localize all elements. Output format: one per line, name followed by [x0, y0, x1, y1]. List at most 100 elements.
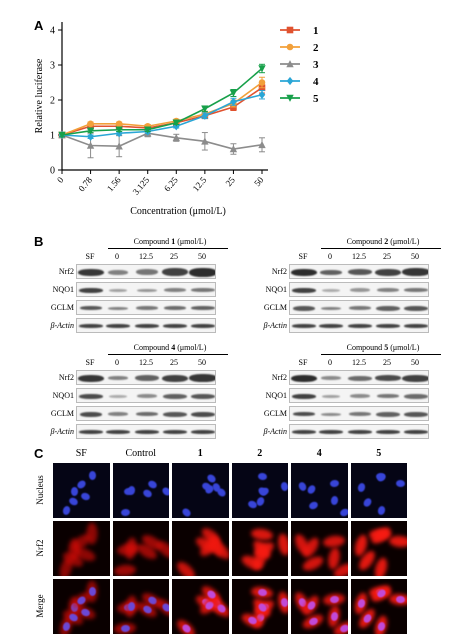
blot-row-label: NQO1 [52, 285, 74, 294]
blot-band [291, 268, 317, 276]
nucleus-signal [180, 506, 192, 518]
blot-strip-nqo1 [76, 388, 216, 403]
blot-band [191, 324, 215, 328]
blot-row-label: GCLM [50, 303, 74, 312]
nucleus-signal [280, 481, 289, 492]
nucleus-signal [356, 482, 366, 494]
microscopy-image [52, 520, 111, 577]
blot-row-label: β-Actin [263, 321, 287, 330]
blot-strip-gclm [289, 300, 429, 315]
blot-band [137, 394, 157, 398]
series-line [61, 81, 263, 136]
blot-band [404, 393, 428, 399]
series-5 [58, 63, 266, 139]
blot-band [136, 269, 158, 275]
blot-band [163, 393, 187, 399]
data-point [258, 140, 266, 149]
x-tick-label: 25 [224, 174, 238, 188]
blot-title-underline [321, 354, 441, 355]
legend-marker [286, 76, 294, 86]
blot-band [404, 324, 428, 328]
lane-label: 0 [115, 358, 119, 367]
nucleus-signal [339, 507, 348, 518]
blot-row-label: GCLM [263, 409, 287, 418]
blot-band [404, 411, 428, 417]
data-point [258, 65, 266, 73]
data-point [201, 111, 209, 120]
x-tick-label: 0 [55, 174, 66, 184]
blot-title: Compound 2 (μmol/L) [323, 237, 443, 246]
legend-item-4: 4 [280, 76, 319, 88]
blot-band [348, 269, 372, 275]
series-line [61, 93, 263, 138]
x-tick-label: 12.5 [191, 174, 209, 193]
blot-row-label: Nrf2 [58, 373, 74, 382]
blot-band [293, 412, 315, 416]
legend-marker [286, 94, 294, 102]
nucleus-signal [330, 495, 339, 506]
lane-label: 50 [411, 252, 419, 261]
panel-label-b: B [34, 234, 44, 249]
data-point [86, 141, 95, 149]
blot-title-compound: 1 [171, 237, 176, 246]
blot-band [292, 287, 316, 293]
microscopy-image [290, 520, 349, 577]
series-3 [58, 129, 266, 159]
blot-band [189, 374, 215, 382]
nucleus-signal [362, 497, 374, 509]
blot-band [348, 430, 372, 434]
blot-strip-nrf2 [76, 264, 216, 279]
blot-row-label: NQO1 [265, 285, 287, 294]
blot-band [164, 306, 186, 310]
legend-item-5: 5 [280, 93, 319, 105]
blot-row-label: Nrf2 [58, 267, 74, 276]
blot-band [189, 267, 215, 277]
legend-marker [286, 43, 294, 51]
lane-label: 25 [383, 358, 391, 367]
blot-title-prefix: Compound [346, 343, 385, 352]
data-point [201, 105, 209, 113]
blot-band [376, 411, 400, 417]
blot-band [79, 287, 103, 293]
panel-label-c: C [34, 446, 44, 461]
series-line [61, 132, 263, 150]
blot-strip-gclm [289, 406, 429, 421]
blot-strip-actin [289, 318, 429, 333]
lane-label: SF [85, 358, 95, 367]
blot-strip-nrf2 [289, 264, 429, 279]
blot-band [321, 376, 341, 380]
lane-label: 25 [170, 358, 178, 367]
blot-band [79, 430, 103, 434]
blot-title-prefix: Compound [133, 237, 172, 246]
blot-band [109, 288, 127, 292]
blot-compound-1: Compound 1 (μmol/L) SF 0 12.5 25 50 Nrf2 NQO1 GC… [46, 237, 246, 337]
blot-strip-actin [289, 424, 429, 439]
data-point [115, 126, 123, 134]
blot-title-prefix: Compound [346, 237, 385, 246]
blot-strip-nqo1 [76, 282, 216, 297]
microscopy-image [171, 578, 230, 635]
blot-band [321, 412, 341, 416]
blot-strip-gclm [76, 406, 216, 421]
microscopy-column-label: 5 [376, 448, 382, 459]
blot-band [191, 306, 215, 310]
blot-band [292, 430, 316, 434]
blot-band [319, 324, 343, 328]
luciferase-line-chart: 0 1 2 3 4 0 0.78 1.56 3.125 6.25 12.5 25 50 1 2 3 4 5 Re… [34, 22, 319, 217]
legend-label: 3 [313, 59, 319, 71]
blot-title: Compound 4 (μmol/L) [110, 343, 230, 352]
blot-band [293, 305, 315, 311]
blot-band [79, 324, 103, 328]
x-axis-label: Concentration (μmol/L) [130, 206, 226, 217]
data-point [229, 89, 238, 97]
nucleus-signal [68, 496, 80, 507]
microscopy-image [290, 462, 349, 519]
blot-band [321, 306, 341, 310]
blot-band [162, 374, 188, 382]
blot-strip-gclm [76, 300, 216, 315]
lane-label: 0 [115, 252, 119, 261]
blot-band [376, 305, 400, 311]
blot-band [108, 376, 128, 380]
nucleus-signal [307, 500, 320, 511]
microscopy-image [111, 520, 170, 577]
